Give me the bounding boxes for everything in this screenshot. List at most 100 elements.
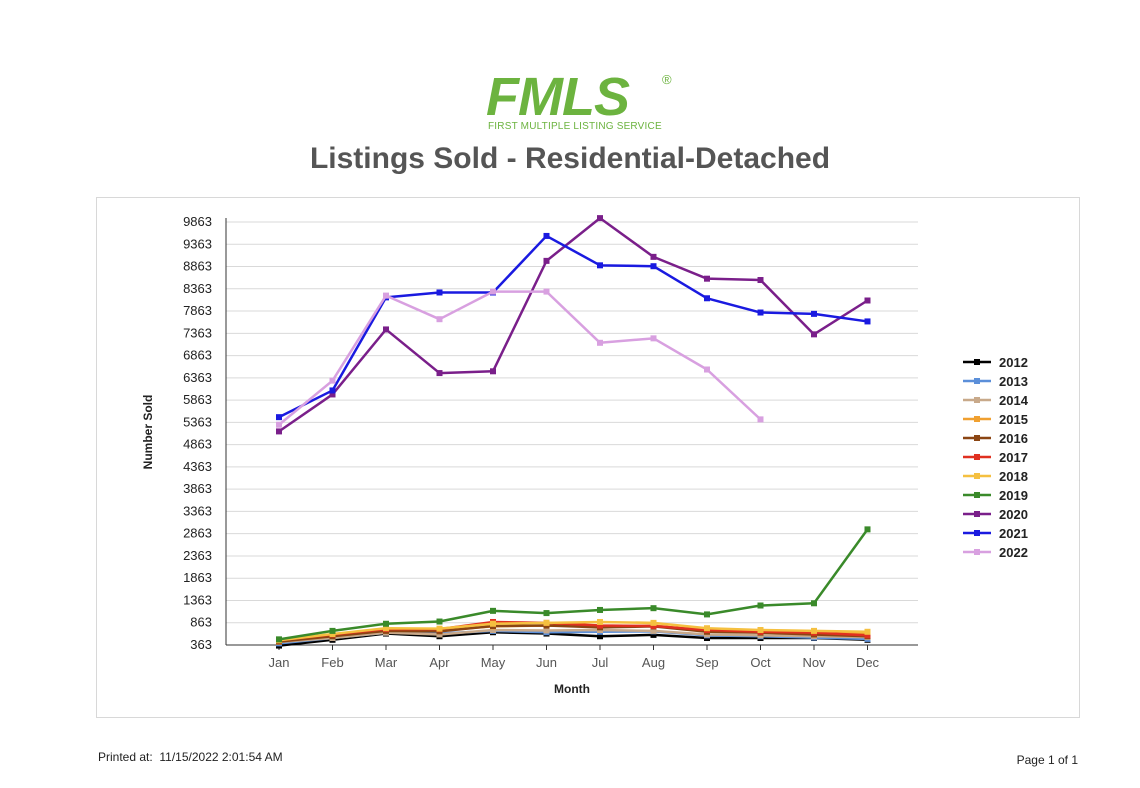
data-point-2019	[597, 606, 603, 613]
data-point-2012	[650, 631, 657, 638]
y-tick-label: 3363	[183, 503, 212, 518]
data-point-2014	[490, 626, 496, 633]
legend-marker-2014	[974, 397, 980, 403]
data-point-2020	[650, 253, 657, 260]
y-tick-label: 8863	[183, 259, 212, 274]
data-point-2021	[329, 387, 336, 394]
legend-label-2022: 2022	[999, 545, 1028, 560]
x-tick-label: Oct	[750, 655, 771, 670]
data-point-2018	[597, 618, 603, 625]
x-tick-label: Jun	[536, 655, 557, 670]
x-tick-label: May	[481, 655, 506, 670]
data-point-2021	[811, 310, 817, 317]
data-point-2019	[276, 636, 282, 643]
legend-label-2021: 2021	[999, 526, 1028, 541]
data-point-2020	[490, 368, 496, 375]
legend-label-2016: 2016	[999, 431, 1028, 446]
data-point-2022	[436, 316, 443, 323]
data-point-2019	[811, 600, 817, 607]
y-tick-label: 7863	[183, 303, 212, 318]
data-point-2019	[704, 611, 710, 618]
data-point-2020	[543, 257, 550, 264]
data-point-2017	[650, 622, 657, 629]
legend-marker-2017	[974, 454, 980, 460]
y-tick-label: 2863	[183, 526, 212, 541]
data-point-2022	[329, 377, 336, 384]
x-tick-label: Dec	[856, 655, 880, 670]
series-line-2014	[278, 628, 868, 644]
data-point-2018	[383, 625, 389, 632]
legend-marker-2020	[974, 511, 980, 517]
y-tick-label: 4363	[183, 459, 212, 474]
data-point-2021	[543, 232, 550, 239]
legend-marker-2015	[974, 416, 980, 422]
legend-label-2017: 2017	[999, 450, 1028, 465]
data-point-2020	[329, 391, 336, 398]
data-point-2022	[704, 366, 710, 373]
legend-label-2012: 2012	[999, 355, 1028, 370]
data-point-2020	[811, 331, 817, 338]
legend-marker-2016	[974, 435, 980, 441]
data-point-2018	[757, 626, 764, 633]
y-tick-label: 7363	[183, 325, 212, 340]
data-point-2021	[436, 289, 443, 296]
page-number: Page 1 of 1	[1016, 753, 1078, 767]
y-tick-label: 1863	[183, 570, 212, 585]
legend-marker-2013	[974, 378, 980, 384]
series-line-2018	[278, 620, 868, 642]
y-tick-label: 3863	[183, 481, 212, 496]
data-point-2019	[383, 620, 389, 627]
data-point-2022	[276, 421, 282, 428]
data-point-2014	[650, 627, 657, 634]
data-point-2017	[597, 622, 603, 629]
data-point-2020	[704, 275, 710, 282]
data-point-2020	[864, 297, 871, 304]
chart-frame	[96, 197, 1080, 718]
y-tick-label: 8363	[183, 281, 212, 296]
y-tick-label: 1363	[183, 592, 212, 607]
y-tick-label: 9863	[183, 214, 212, 229]
x-axis-title: Month	[554, 682, 590, 696]
data-point-2018	[864, 628, 871, 635]
x-tick-label: Feb	[321, 655, 343, 670]
legend-marker-2012	[974, 359, 980, 365]
data-point-2018	[543, 619, 550, 626]
series-line-2020	[278, 216, 869, 433]
data-point-2019	[490, 607, 496, 614]
data-point-2019	[864, 526, 871, 533]
legend-label-2013: 2013	[999, 374, 1028, 389]
data-point-2022	[383, 292, 389, 299]
y-tick-label: 863	[190, 615, 212, 630]
y-tick-label: 5363	[183, 414, 212, 429]
data-point-2021	[597, 262, 603, 269]
page-title: Listings Sold - Residential-Detached	[309, 142, 831, 175]
x-tick-label: Mar	[375, 655, 398, 670]
data-point-2018	[436, 625, 443, 632]
data-point-2018	[704, 625, 710, 632]
y-tick-label: 4863	[183, 437, 212, 452]
data-point-2020	[597, 215, 603, 222]
data-point-2014	[543, 627, 550, 634]
x-tick-label: Apr	[429, 655, 450, 670]
x-tick-label: Sep	[695, 655, 718, 670]
data-point-2022	[490, 288, 496, 295]
data-point-2018	[811, 627, 817, 634]
legend-label-2014: 2014	[999, 393, 1029, 408]
data-point-2021	[276, 414, 282, 421]
data-point-2021	[757, 309, 764, 316]
y-tick-label: 5863	[183, 392, 212, 407]
printed-at: Printed at: 11/15/2022 2:01:54 AM	[98, 750, 283, 764]
legend-marker-2018	[974, 473, 980, 479]
y-tick-label: 2363	[183, 548, 212, 563]
x-tick-label: Aug	[642, 655, 665, 670]
legend-marker-2021	[974, 530, 980, 536]
legend-label-2020: 2020	[999, 507, 1028, 522]
data-point-2019	[543, 610, 550, 617]
data-point-2018	[329, 631, 336, 638]
x-tick-label: Jul	[592, 655, 609, 670]
data-point-2019	[436, 618, 443, 625]
data-point-2014	[436, 631, 443, 638]
y-axis-title: Number Sold	[141, 395, 155, 470]
data-point-2020	[757, 277, 764, 284]
